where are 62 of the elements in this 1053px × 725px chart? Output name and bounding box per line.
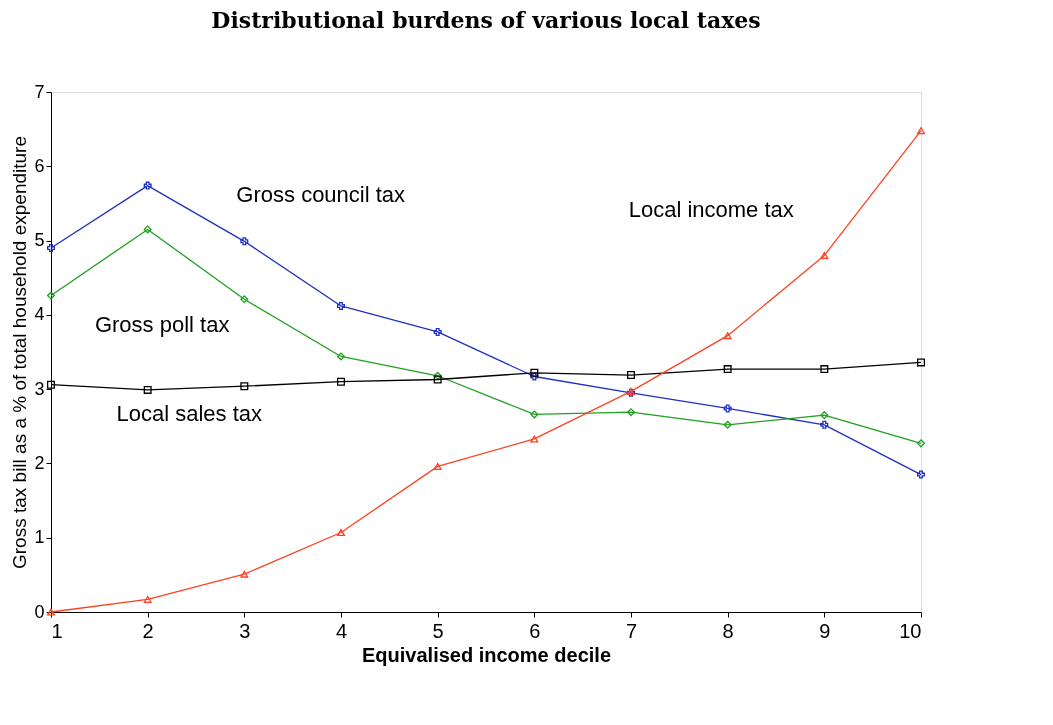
- point: [240, 570, 249, 578]
- point: [47, 291, 55, 300]
- point: [723, 404, 732, 413]
- point: [143, 595, 152, 603]
- series-label: Gross poll tax: [94, 311, 230, 337]
- x-tick-label: 8: [722, 619, 734, 642]
- y-tick-label: 0: [34, 601, 45, 622]
- x-tick-label: 10: [899, 619, 922, 642]
- point: [820, 251, 829, 259]
- x-tick-label: 3: [239, 619, 251, 642]
- point: [820, 420, 829, 429]
- point: [240, 237, 249, 246]
- point: [337, 352, 345, 361]
- x-tick-label: 2: [142, 619, 154, 642]
- point: [240, 382, 249, 391]
- point: [917, 470, 925, 479]
- y-tick-label: 2: [34, 452, 45, 473]
- x-tick-label: 7: [625, 619, 638, 642]
- series-label: Local income tax: [628, 197, 794, 223]
- point: [143, 225, 152, 234]
- y-axis-title: Gross tax bill as a % of total household expenditure: [9, 135, 31, 570]
- point: [530, 435, 539, 443]
- y-tick-label: 3: [34, 378, 45, 399]
- x-tick-label: 5: [432, 619, 444, 642]
- point: [530, 410, 539, 419]
- point: [627, 371, 635, 380]
- x-tick-label: 9: [819, 619, 831, 642]
- x-tick-label: 6: [529, 619, 541, 642]
- point: [337, 377, 345, 386]
- series-label: Gross council tax: [236, 181, 406, 207]
- point: [530, 372, 539, 381]
- point: [723, 332, 732, 340]
- point: [820, 365, 829, 374]
- point: [917, 358, 925, 367]
- x-tick-label: 4: [335, 619, 348, 642]
- point: [337, 528, 345, 537]
- y-tick-label: 5: [34, 230, 45, 251]
- point: [433, 371, 442, 380]
- point: [433, 462, 442, 470]
- x-tick-label: 1: [51, 619, 63, 642]
- point: [240, 295, 249, 304]
- y-tick-label: 4: [34, 304, 45, 325]
- point: [143, 181, 152, 190]
- point: [917, 439, 925, 448]
- point: [143, 385, 152, 394]
- point: [337, 301, 345, 310]
- point: [530, 368, 539, 377]
- y-tick-label: 6: [34, 155, 45, 176]
- chart-title: Distributional burdens of various local taxes: [211, 7, 761, 33]
- y-tick-label: 7: [34, 81, 45, 102]
- point: [723, 420, 732, 429]
- series-label: Local sales tax: [116, 401, 262, 427]
- y-tick-label: 1: [34, 527, 45, 548]
- x-axis-title: Equivalised income decile: [362, 643, 611, 666]
- point: [917, 127, 925, 135]
- point: [723, 365, 732, 374]
- point: [820, 411, 829, 420]
- point: [627, 408, 635, 417]
- point: [47, 380, 55, 389]
- point: [47, 244, 55, 252]
- point: [433, 375, 442, 384]
- point: [433, 327, 442, 336]
